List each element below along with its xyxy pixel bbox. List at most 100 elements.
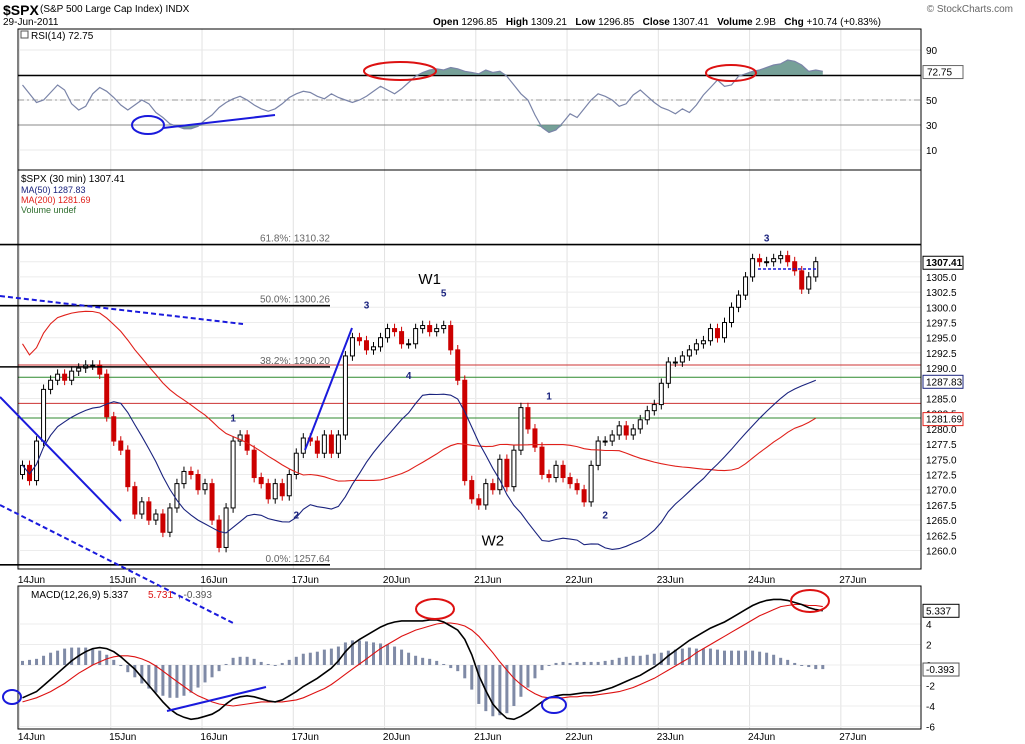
- macd-low-circle: [541, 696, 567, 714]
- macd-histogram-bar: [666, 650, 670, 665]
- price-candle-body: [574, 483, 580, 491]
- price-candle-body: [504, 458, 510, 488]
- macd-histogram-bar: [203, 665, 207, 683]
- x-tick-label: 16Jun: [200, 575, 227, 586]
- macd-histogram-bar: [210, 665, 214, 678]
- wave-label: 3: [364, 301, 370, 312]
- price-candle-body: [328, 434, 334, 454]
- x-tick-label: 24Jun: [748, 575, 775, 586]
- price-candle-body: [69, 370, 75, 381]
- macd-legend-text: MACD(12,26,9) 5.337: [31, 590, 129, 601]
- macd-histogram-bar: [322, 649, 326, 665]
- chart-date: 29-Jun-2011: [3, 17, 59, 28]
- price-candle-body: [111, 416, 117, 442]
- price-candle-body: [771, 258, 777, 263]
- macd-histogram-bar: [379, 643, 383, 665]
- macd-histogram-bar: [287, 659, 291, 665]
- rsi-tick-label: 50: [926, 96, 938, 107]
- macd-histogram-bar: [126, 665, 130, 673]
- quote-chg-key: Chg: [784, 17, 804, 28]
- price-value-box: [922, 412, 964, 427]
- price-candle-body: [265, 483, 271, 500]
- macd-histogram-bar: [477, 665, 481, 704]
- price-candle-body: [202, 483, 208, 491]
- price-candle-body: [616, 425, 622, 436]
- macd-histogram-bar: [421, 657, 425, 665]
- price-candle-body: [272, 483, 278, 500]
- price-candle-body: [321, 434, 327, 454]
- price-value-label: 1287.83: [926, 377, 963, 388]
- price-candle-body: [216, 519, 222, 548]
- macd-histogram-bar: [603, 660, 607, 665]
- macd-histogram-bar: [42, 655, 46, 665]
- macd-histogram-bar: [526, 665, 530, 688]
- macd-histogram-bar: [140, 665, 144, 684]
- rsi-last-value-box: [922, 65, 964, 80]
- macd-histogram-bar: [273, 665, 277, 666]
- price-frame: [17, 169, 922, 570]
- quote-close-key: Close: [642, 17, 670, 28]
- x-tick-label: 24Jun: [748, 732, 775, 743]
- price-candle-body: [258, 477, 264, 485]
- macd-histogram-bar: [217, 665, 221, 672]
- price-tick-label: 1260.0: [926, 547, 957, 558]
- macd-histogram-bar: [568, 662, 572, 665]
- macd-histogram-bar: [294, 656, 298, 665]
- x-tick-label: 15Jun: [109, 575, 136, 586]
- macd-signal-line: [22, 603, 823, 707]
- macd-histogram-bar: [154, 665, 158, 693]
- macd-histogram-bar: [84, 647, 88, 665]
- macd-histogram-bar: [364, 641, 368, 665]
- x-tick-label: 27Jun: [839, 575, 866, 586]
- macd-histogram-bar: [744, 650, 748, 665]
- ma50-legend-text: MA(50) 1287.83: [21, 185, 86, 195]
- price-candle-body: [799, 270, 805, 290]
- price-candle-body: [195, 474, 201, 491]
- price-legend-text: $SPX (30 min) 1307.41: [21, 174, 125, 185]
- price-candle-body: [286, 474, 292, 497]
- macd-histogram-bar: [357, 640, 361, 665]
- macd-series-group: [21, 598, 825, 721]
- macd-histogram-bar: [631, 655, 635, 665]
- x-tick-label: 22Jun: [565, 575, 592, 586]
- x-tick-label: 23Jun: [657, 575, 684, 586]
- price-candle-body: [750, 258, 756, 278]
- price-candle-body: [700, 340, 706, 345]
- price-candle-body: [181, 470, 187, 485]
- quote-summary: Open 1296.85 High 1309.21 Low 1296.85 Cl…: [433, 17, 881, 28]
- x-tick-label: 15Jun: [109, 732, 136, 743]
- price-candle-body: [672, 361, 678, 364]
- price-candle-body: [806, 276, 812, 290]
- wave-label: 2: [602, 510, 608, 521]
- macd-histogram-bar: [715, 649, 719, 665]
- macd-histogram-bar: [793, 662, 797, 665]
- macd-histogram-bar: [751, 650, 755, 665]
- price-candle-body: [525, 407, 531, 430]
- volume-legend-text: Volume undef: [21, 205, 77, 215]
- macd-histogram-bar: [772, 654, 776, 665]
- macd-histogram-bar: [659, 652, 663, 665]
- price-candle-body: [314, 440, 320, 454]
- rsi-series-group: [22, 59, 823, 134]
- wave-label: 1: [230, 414, 236, 425]
- price-tick-label: 1290.0: [926, 364, 957, 375]
- macd-histogram-bar: [329, 648, 333, 665]
- macd-histogram-bar: [589, 661, 593, 665]
- price-tick-label: 1280.0: [926, 425, 957, 436]
- macd-histogram-bar: [547, 665, 551, 666]
- macd-histogram-bar: [336, 646, 340, 665]
- macd-histogram-bar: [708, 648, 712, 665]
- fib-label: 61.8%: 1310.32: [260, 234, 330, 245]
- macd-histogram-bar: [400, 649, 404, 665]
- macd-histogram-bar: [238, 656, 242, 665]
- macd-histogram-bar: [70, 647, 74, 665]
- price-candle-body: [167, 507, 173, 533]
- macd-histogram-bar: [786, 659, 790, 665]
- macd-histogram-bar: [638, 655, 642, 665]
- price-value-label: 1281.69: [926, 415, 963, 426]
- macd-histogram-bar: [98, 650, 102, 665]
- macd-histogram-bar: [512, 665, 516, 706]
- macd-histogram-bar: [245, 656, 249, 665]
- rsi-legend-swatch: [20, 30, 29, 39]
- quote-low-value: 1296.85: [598, 17, 635, 28]
